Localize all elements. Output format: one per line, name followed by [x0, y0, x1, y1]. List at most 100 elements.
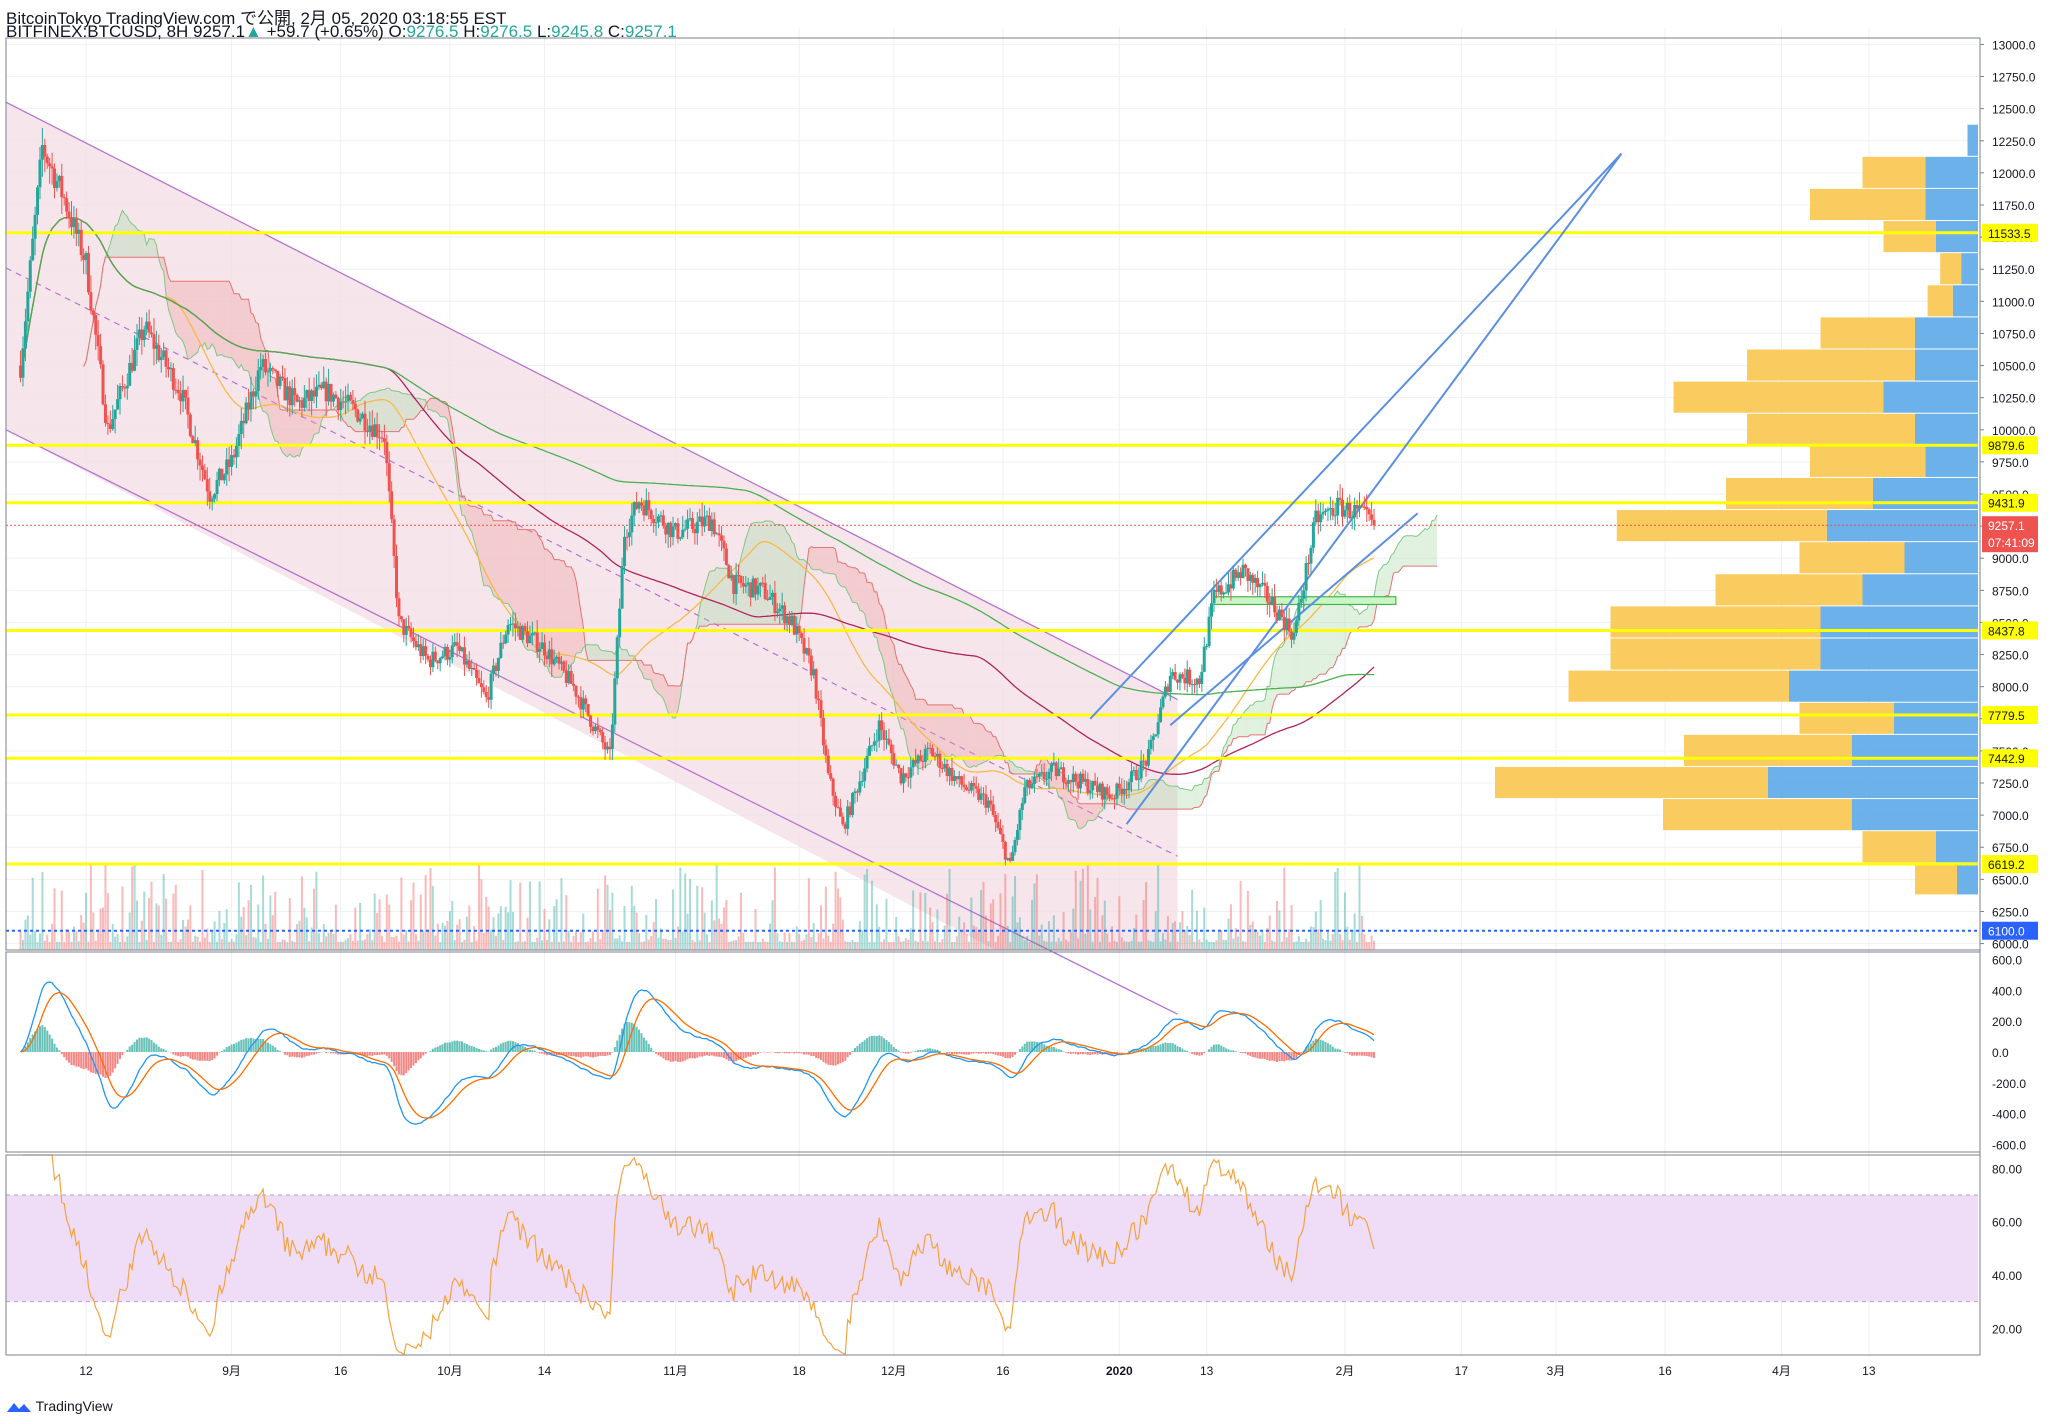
candle-body — [724, 548, 728, 566]
macd-histogram-bar — [55, 1047, 58, 1052]
macd-histogram-bar — [1096, 1052, 1099, 1055]
volume-bar — [730, 941, 733, 950]
macd-histogram-bar — [378, 1052, 381, 1055]
volume-bar — [795, 926, 798, 950]
macd-histogram-bar — [80, 1052, 83, 1069]
macd-histogram-bar — [664, 1052, 667, 1061]
macd-histogram-bar — [676, 1052, 679, 1062]
rsi-tick-label: 40.00 — [1992, 1269, 2022, 1283]
price-axis[interactable]: 13000.012750.012500.012250.012000.011750… — [1980, 38, 2038, 1336]
candle-body — [804, 648, 808, 654]
volume-bar — [393, 937, 396, 950]
volume-bar — [465, 916, 468, 950]
cloud-segment — [854, 567, 858, 604]
macd-histogram-bar — [815, 1052, 818, 1058]
macd-histogram-bar — [975, 1052, 978, 1054]
macd-histogram-bar — [1295, 1052, 1298, 1058]
cloud-segment — [1405, 535, 1408, 567]
macd-histogram-bar — [1363, 1052, 1366, 1056]
cloud-segment — [1306, 603, 1309, 682]
volume-bar — [1120, 937, 1123, 950]
trendlines[interactable] — [1089, 152, 1623, 825]
volume-bar — [1373, 940, 1376, 950]
macd-histogram-bar — [34, 1031, 37, 1052]
macd-histogram-bar — [446, 1042, 449, 1052]
volume-bar — [77, 941, 80, 950]
macd-histogram-bar — [1135, 1049, 1138, 1052]
candle-body — [1079, 773, 1083, 789]
candle-body — [758, 582, 762, 586]
macd-histogram-bar — [1307, 1045, 1310, 1052]
volume-bar — [1227, 918, 1230, 950]
volume-bar — [1222, 939, 1225, 950]
volume-bar — [861, 929, 864, 950]
cloud-segment — [1301, 606, 1304, 688]
candle-body — [453, 642, 457, 646]
candle-body — [1076, 781, 1080, 789]
volume-bar — [553, 906, 556, 950]
macd-histogram-bar — [897, 1050, 900, 1052]
macd-histogram-bar — [1351, 1052, 1354, 1056]
cloud-segment — [876, 591, 880, 650]
volume-bar — [584, 941, 587, 950]
macd-histogram-bar — [1229, 1050, 1232, 1052]
candle-body — [227, 459, 231, 467]
candle-body — [385, 441, 389, 464]
volume-bar — [504, 906, 507, 950]
macd-histogram-bar — [191, 1052, 194, 1060]
candle-body — [533, 632, 537, 634]
horizontal-levels[interactable] — [6, 231, 1978, 932]
cloud-segment — [1393, 548, 1396, 574]
volume-bar — [162, 874, 165, 950]
macd-histogram-bar — [708, 1052, 711, 1056]
candle-body — [921, 760, 925, 762]
candle-body — [555, 656, 559, 659]
macd-histogram-bar — [68, 1052, 71, 1063]
symbol-name[interactable]: BITFINEX:BTCUSD, 8H — [6, 22, 189, 41]
cloud-segment — [1388, 555, 1392, 596]
cloud-segment — [767, 520, 771, 625]
cloud-segment — [1352, 606, 1355, 630]
cloud-segment — [592, 644, 596, 661]
time-tick-label: 12 — [79, 1364, 93, 1378]
macd-histogram-bar — [1050, 1046, 1053, 1052]
macd-histogram-bar — [1132, 1049, 1135, 1052]
macd-histogram-bar — [756, 1052, 759, 1054]
candle-body — [1299, 598, 1303, 603]
cloud-segment — [1150, 779, 1154, 810]
macd-histogram-bar — [1356, 1052, 1359, 1056]
candle-body — [950, 768, 954, 781]
cloud-segment — [993, 736, 996, 759]
candle-body — [1185, 669, 1189, 684]
cloud-segment — [180, 281, 184, 342]
tradingview-brand[interactable]: TradingView — [6, 1398, 113, 1414]
macd-histogram-bar — [832, 1052, 835, 1066]
candle-body — [802, 638, 806, 654]
cloud-segment — [503, 520, 506, 604]
cloud-segment — [149, 238, 152, 258]
cloud-segment — [1349, 605, 1353, 635]
volume-bar — [451, 900, 454, 950]
macd-histogram-bar — [657, 1052, 660, 1056]
macd-histogram-bar — [1079, 1052, 1082, 1054]
macd-histogram-bar — [1081, 1052, 1084, 1055]
macd-histogram-bar — [844, 1052, 847, 1061]
candle-body — [368, 425, 372, 432]
macd-histogram-bar — [803, 1052, 806, 1055]
candle-body — [834, 795, 838, 807]
volume-bar — [844, 941, 847, 950]
macd-histogram-bar — [594, 1052, 597, 1057]
cloud-segment — [891, 640, 894, 699]
cloud-segment — [1192, 785, 1195, 810]
volume-bar — [681, 931, 684, 950]
candle-body — [962, 784, 966, 788]
candle-body — [1057, 769, 1061, 777]
cloud-segment — [389, 388, 392, 432]
candle-body — [722, 540, 726, 549]
volume-bar — [1050, 941, 1053, 950]
time-axis[interactable]: 12 9月 16 10月 14 11月 18 12月 16 2020 13 2月 17 3月 16 4月 13 — [79, 1364, 1875, 1378]
volume-bar — [1079, 880, 1082, 950]
volume-bar — [575, 930, 578, 950]
candle-body — [247, 402, 251, 410]
